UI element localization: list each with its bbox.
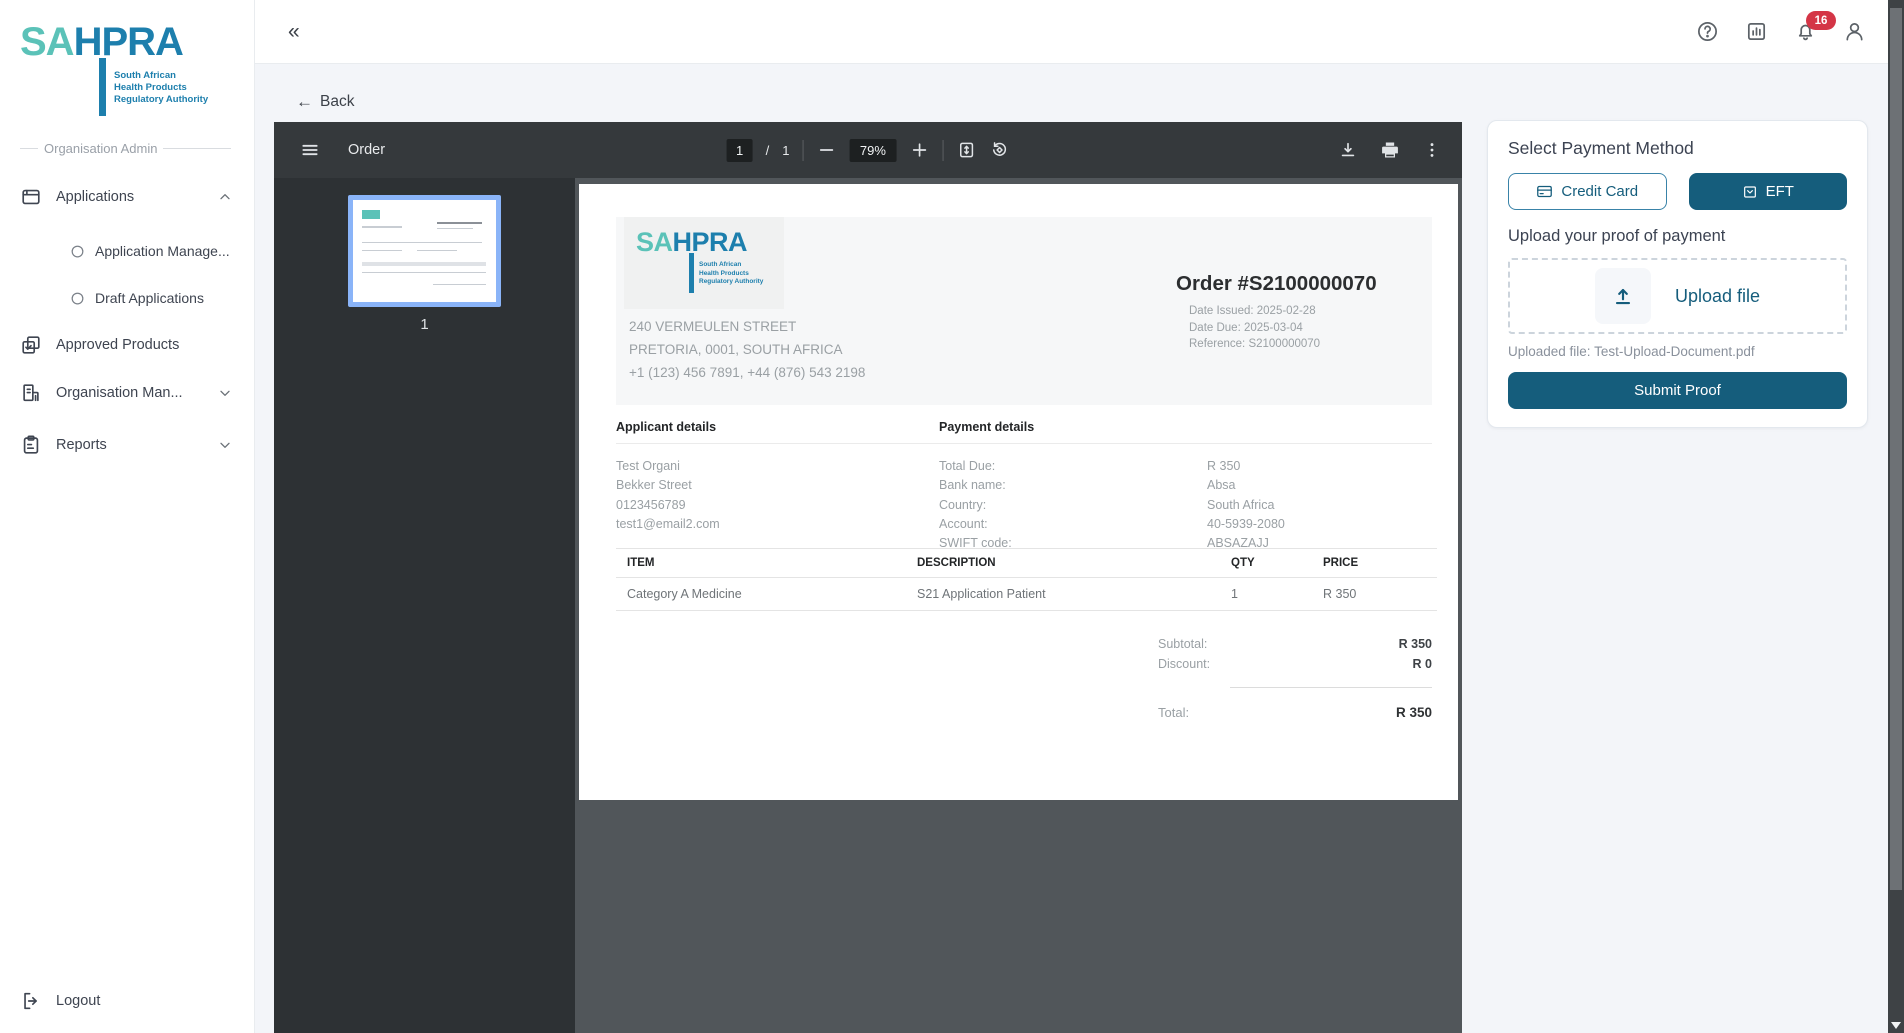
zoom-out-icon[interactable] — [816, 140, 836, 160]
invoice-header: SAHPRA South African Health Products Reg… — [616, 217, 1432, 405]
pdf-viewer: Order 1 / 1 79% — [274, 122, 1462, 1033]
upload-file-dropzone[interactable]: Upload file — [1508, 258, 1847, 334]
applicant-details: Applicant details Test Organi Bekker Str… — [616, 420, 939, 553]
sidebar-item-label: Approved Products — [56, 337, 180, 353]
notifications-bell-icon[interactable]: 16 — [1794, 11, 1836, 43]
credit-card-button[interactable]: Credit Card — [1508, 173, 1667, 210]
eft-button[interactable]: EFT — [1688, 173, 1847, 210]
rotate-icon[interactable] — [989, 140, 1009, 160]
invoice-logo: SAHPRA South African Health Products Reg… — [624, 217, 784, 309]
sidebar-item-approved-products[interactable]: Approved Products — [0, 323, 255, 367]
page-divider: / — [765, 142, 770, 158]
notification-count-badge: 16 — [1806, 11, 1836, 30]
thumbnail-page-number: 1 — [420, 316, 429, 333]
upload-icon — [1594, 268, 1651, 324]
payment-method-title: Select Payment Method — [1508, 138, 1694, 158]
invoice-totals: Subtotal: R 350 Discount: R 0 Total: R 350 — [1158, 637, 1432, 720]
menu-icon[interactable] — [300, 140, 320, 160]
invoice-order-number: Order #S2100000070 — [1176, 272, 1377, 295]
radio-circle-icon — [70, 244, 85, 259]
logo-wordmark: SAHPRA — [20, 20, 184, 64]
page-total: 1 — [782, 142, 790, 158]
pdf-thumbnail-panel: 1 — [274, 178, 575, 1033]
scrollbar-down-arrow-icon[interactable] — [1891, 1022, 1901, 1029]
approved-products-icon — [20, 334, 42, 356]
organisation-icon — [20, 382, 42, 404]
scrollbar-thumb[interactable] — [1890, 8, 1902, 890]
chevron-up-icon — [217, 189, 233, 205]
print-icon[interactable] — [1380, 140, 1400, 160]
help-icon[interactable] — [1696, 20, 1719, 43]
sidebar-item-label: Draft Applications — [95, 290, 204, 306]
pdf-document-title: Order — [348, 142, 386, 158]
reports-icon — [20, 434, 42, 456]
radio-circle-icon — [70, 291, 85, 306]
invoice-line-items-table: ITEM DESCRIPTION QTY PRICE Category A Me… — [616, 548, 1437, 611]
sidebar-item-label: Application Manage... — [95, 243, 230, 259]
upload-file-label: Upload file — [1674, 285, 1761, 306]
sidebar-item-label: Reports — [56, 437, 107, 453]
uploaded-file-text: Uploaded file: Test-Upload-Document.pdf — [1508, 344, 1755, 359]
payment-details: Payment details Total Due: R 350 Bank nam… — [939, 420, 1432, 553]
logo-stem — [99, 58, 106, 116]
table-header-row: ITEM DESCRIPTION QTY PRICE — [616, 548, 1437, 578]
logout-icon — [20, 990, 42, 1012]
logout-label: Logout — [56, 993, 101, 1009]
sidebar-section-label: Organisation Admin — [0, 138, 255, 158]
invoice-address: 240 VERMEULEN STREET PRETORIA, 0001, SOU… — [629, 319, 866, 380]
chevron-down-icon — [217, 437, 233, 453]
invoice-page: SAHPRA South African Health Products Reg… — [579, 184, 1458, 800]
back-label: Back — [320, 93, 355, 110]
chevron-down-icon — [217, 385, 233, 401]
applications-icon — [20, 186, 42, 208]
logo-tagline: South African Health Products Regulatory… — [114, 70, 209, 105]
back-button[interactable]: ← Back — [296, 92, 354, 112]
statistics-icon[interactable] — [1745, 20, 1768, 43]
page-thumbnail[interactable] — [348, 195, 501, 307]
sidebar-item-organisation-management[interactable]: Organisation Man... — [0, 371, 255, 415]
logout-button[interactable]: Logout — [0, 979, 255, 1023]
upload-heading: Upload your proof of payment — [1508, 227, 1726, 245]
sidebar-item-application-management[interactable]: Application Manage... — [0, 229, 255, 273]
invoice-meta: Date Issued: 2025-02-28 Date Due: 2025-0… — [1189, 305, 1321, 350]
eft-icon — [1742, 184, 1758, 200]
pdf-toolbar: Order 1 / 1 79% — [274, 122, 1462, 178]
sidebar-item-draft-applications[interactable]: Draft Applications — [0, 276, 255, 320]
browser-scrollbar[interactable] — [1888, 0, 1904, 1033]
sidebar-item-label: Applications — [56, 189, 135, 205]
more-options-icon[interactable] — [1422, 140, 1442, 160]
back-arrow-icon: ← — [296, 92, 313, 111]
credit-card-icon — [1536, 183, 1553, 200]
sidebar-collapse-button[interactable]: « — [288, 20, 300, 43]
payment-panel: Select Payment Method Credit Card EFT Up… — [1487, 120, 1868, 428]
fit-to-page-icon[interactable] — [956, 140, 976, 160]
sahpra-logo: SAHPRA South African Health Products Reg… — [20, 22, 235, 118]
user-profile-icon[interactable] — [1843, 20, 1866, 43]
submit-proof-button[interactable]: Submit Proof — [1508, 372, 1847, 409]
sidebar: SAHPRA South African Health Products Reg… — [0, 0, 255, 1033]
zoom-in-icon[interactable] — [909, 140, 929, 160]
sidebar-item-applications[interactable]: Applications — [0, 175, 255, 219]
page-number-input[interactable]: 1 — [726, 138, 753, 162]
zoom-level-display: 79% — [849, 138, 897, 162]
top-bar: « 16 — [255, 0, 1888, 64]
sidebar-item-label: Organisation Man... — [56, 385, 183, 401]
pdf-view-area: SAHPRA South African Health Products Reg… — [575, 178, 1462, 1033]
sidebar-item-reports[interactable]: Reports — [0, 423, 255, 467]
thumbnail-page-preview — [353, 200, 496, 302]
download-icon[interactable] — [1338, 140, 1358, 160]
table-row: Category A Medicine S21 Application Pati… — [616, 578, 1437, 611]
